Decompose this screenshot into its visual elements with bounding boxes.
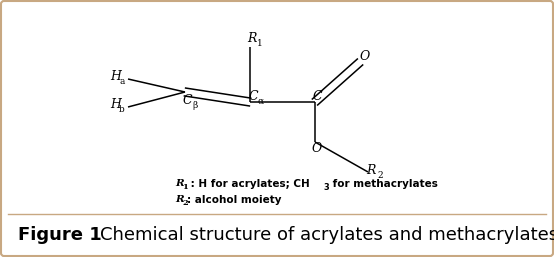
Text: 1: 1 (257, 39, 263, 48)
Text: α: α (258, 96, 264, 106)
Text: 1: 1 (182, 183, 188, 191)
Text: O: O (312, 142, 322, 155)
Text: H: H (110, 70, 121, 84)
Text: R: R (247, 32, 257, 45)
Text: Chemical structure of acrylates and methacrylates.: Chemical structure of acrylates and meth… (100, 226, 554, 244)
Text: O: O (360, 50, 370, 62)
Text: C: C (248, 89, 258, 103)
Text: H: H (110, 98, 121, 112)
Text: C: C (312, 89, 322, 103)
Text: b: b (119, 106, 125, 115)
Text: for methacrylates: for methacrylates (329, 179, 438, 189)
Text: : H for acrylates; CH: : H for acrylates; CH (187, 179, 310, 189)
Text: 2: 2 (182, 199, 188, 207)
Text: : alcohol moiety: : alcohol moiety (187, 195, 281, 205)
Text: Figure 1: Figure 1 (18, 226, 108, 244)
Text: β: β (192, 102, 198, 111)
Text: 3: 3 (323, 182, 329, 191)
Text: R: R (175, 196, 183, 205)
Text: a: a (119, 78, 125, 87)
Text: R: R (175, 179, 183, 188)
Text: 2: 2 (377, 171, 383, 180)
Text: R: R (366, 164, 376, 178)
Text: C: C (182, 94, 192, 106)
